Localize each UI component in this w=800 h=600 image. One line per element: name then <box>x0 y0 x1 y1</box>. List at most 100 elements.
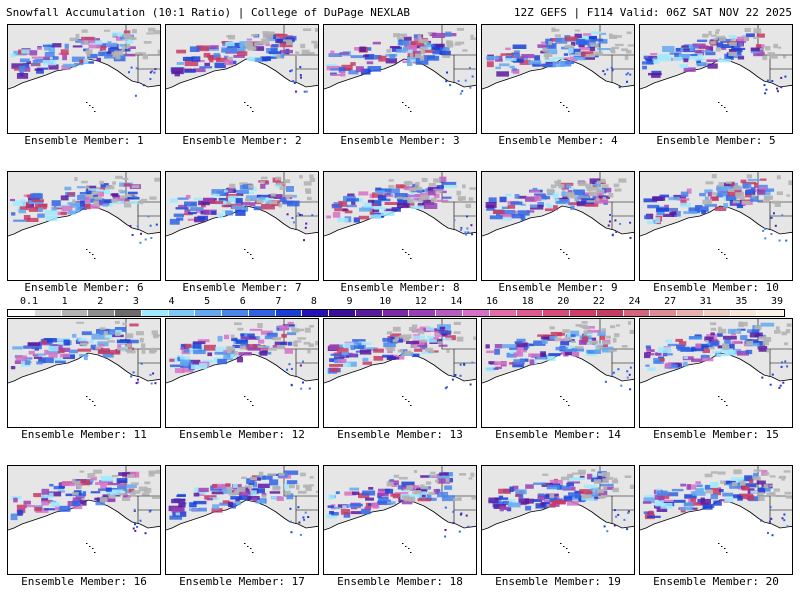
hawaii-islands <box>244 396 254 406</box>
ensemble-map-panel <box>165 318 319 428</box>
hawaii-islands <box>86 249 96 259</box>
legend-swatch <box>409 310 437 316</box>
snowfall-shading <box>485 321 634 391</box>
legend-swatch <box>88 310 116 316</box>
ensemble-map-panel <box>323 318 477 428</box>
snowfall-color-legend <box>7 309 785 317</box>
snowfall-shading <box>488 469 634 533</box>
legend-tick-label: 1 <box>61 296 68 307</box>
legend-tick-label: 9 <box>346 296 353 307</box>
page-title: Snowfall Accumulation (10:1 Ratio) | Col… <box>6 6 410 19</box>
hawaii-islands <box>560 396 570 406</box>
hawaii-islands <box>402 543 412 553</box>
legend-tick-labels: 0.1 1 2 3 4 5 6 7 8 9 10 12 14 16 18 20 22 24 27 31 35 39 <box>7 296 785 308</box>
legend-swatch <box>168 310 196 316</box>
legend-swatch <box>355 310 383 316</box>
ensemble-map-panel <box>481 318 635 428</box>
hawaii-islands <box>718 396 728 406</box>
snowfall-map <box>8 172 160 259</box>
legend-tick-label: 27 <box>664 296 677 307</box>
ensemble-map-panel <box>165 465 319 575</box>
hawaii-islands <box>560 543 570 553</box>
ensemble-member-caption: Ensemble Member: 15 <box>653 428 779 441</box>
ensemble-member-caption: Ensemble Member: 11 <box>21 428 147 441</box>
legend-swatch <box>516 310 544 316</box>
legend-swatch <box>489 310 517 316</box>
legend-tick-label: 14 <box>450 296 463 307</box>
snowfall-map <box>482 25 634 112</box>
ensemble-map-panel <box>7 171 161 281</box>
snowfall-map <box>324 319 476 406</box>
legend-swatch <box>34 310 62 316</box>
ensemble-map-panel <box>481 465 635 575</box>
ensemble-map-panel <box>165 24 319 134</box>
snowfall-map <box>640 172 792 259</box>
hawaii-islands <box>718 102 728 112</box>
legend-swatch <box>275 310 303 316</box>
snowfall-shading <box>644 321 792 389</box>
ensemble-member-caption: Ensemble Member: 2 <box>182 134 302 147</box>
hawaii-islands <box>402 249 412 259</box>
ensemble-map-panel <box>639 318 793 428</box>
snowfall-map <box>482 466 634 553</box>
header: Snowfall Accumulation (10:1 Ratio) | Col… <box>0 0 800 24</box>
ensemble-member-caption: Ensemble Member: 5 <box>656 134 776 147</box>
ensemble-member-caption: Ensemble Member: 8 <box>340 281 460 294</box>
legend-swatch <box>650 310 678 316</box>
hawaii-islands <box>718 249 728 259</box>
legend-swatch <box>222 310 249 316</box>
ensemble-map-panel <box>639 171 793 281</box>
legend-swatch <box>302 310 330 316</box>
legend-tick-label: 4 <box>168 296 175 307</box>
snowfall-map <box>324 25 476 112</box>
ensemble-member-caption: Ensemble Member: 13 <box>337 428 463 441</box>
snowfall-shading <box>642 469 792 537</box>
legend-tick-label: 16 <box>486 296 499 307</box>
legend-swatch <box>436 310 464 316</box>
snowfall-shading <box>326 470 476 538</box>
snowfall-map <box>166 466 318 553</box>
coastline <box>8 499 160 531</box>
snowfall-shading <box>486 27 634 89</box>
land-area <box>640 25 792 89</box>
snowfall-shading <box>169 174 317 242</box>
snowfall-shading <box>642 27 787 95</box>
legend-swatch <box>115 310 142 316</box>
legend-swatch <box>195 310 223 316</box>
snowfall-map <box>166 25 318 112</box>
snowfall-shading <box>10 27 160 97</box>
snowfall-shading <box>327 321 476 390</box>
snowfall-shading <box>168 470 318 536</box>
ensemble-map-panel <box>639 465 793 575</box>
legend-swatch <box>8 310 35 316</box>
snowfall-map <box>8 25 160 112</box>
legend-swatch <box>623 310 651 316</box>
hawaii-islands <box>560 249 570 259</box>
ensemble-member-caption: Ensemble Member: 12 <box>179 428 305 441</box>
legend-swatch <box>61 310 89 316</box>
hawaii-islands <box>402 396 412 406</box>
legend-swatch <box>596 310 624 316</box>
run-info: 12Z GEFS | F114 Valid: 06Z SAT NOV 22 20… <box>513 6 792 19</box>
snowfall-map <box>324 466 476 553</box>
hawaii-islands <box>86 396 96 406</box>
ensemble-map-panel <box>7 24 161 134</box>
snowfall-shading <box>170 28 318 93</box>
ensemble-member-caption: Ensemble Member: 17 <box>179 575 305 588</box>
legend-tick-label: 39 <box>770 296 784 307</box>
coastline <box>324 58 476 90</box>
hawaii-islands <box>402 102 412 112</box>
ensemble-member-caption: Ensemble Member: 19 <box>495 575 621 588</box>
legend-swatch <box>730 310 758 316</box>
coastline <box>640 205 792 237</box>
ensemble-member-caption: Ensemble Member: 16 <box>21 575 147 588</box>
legend-tick-label: 35 <box>735 296 748 307</box>
legend-tick-label: 8 <box>310 296 317 307</box>
snowfall-shading <box>169 321 318 390</box>
legend-tick-label: 12 <box>414 296 427 307</box>
legend-tick-label: 10 <box>379 296 392 307</box>
legend-tick-label: 7 <box>275 296 282 307</box>
ensemble-member-caption: Ensemble Member: 9 <box>498 281 618 294</box>
coastline <box>166 205 318 237</box>
legend-tick-label: 18 <box>521 296 534 307</box>
